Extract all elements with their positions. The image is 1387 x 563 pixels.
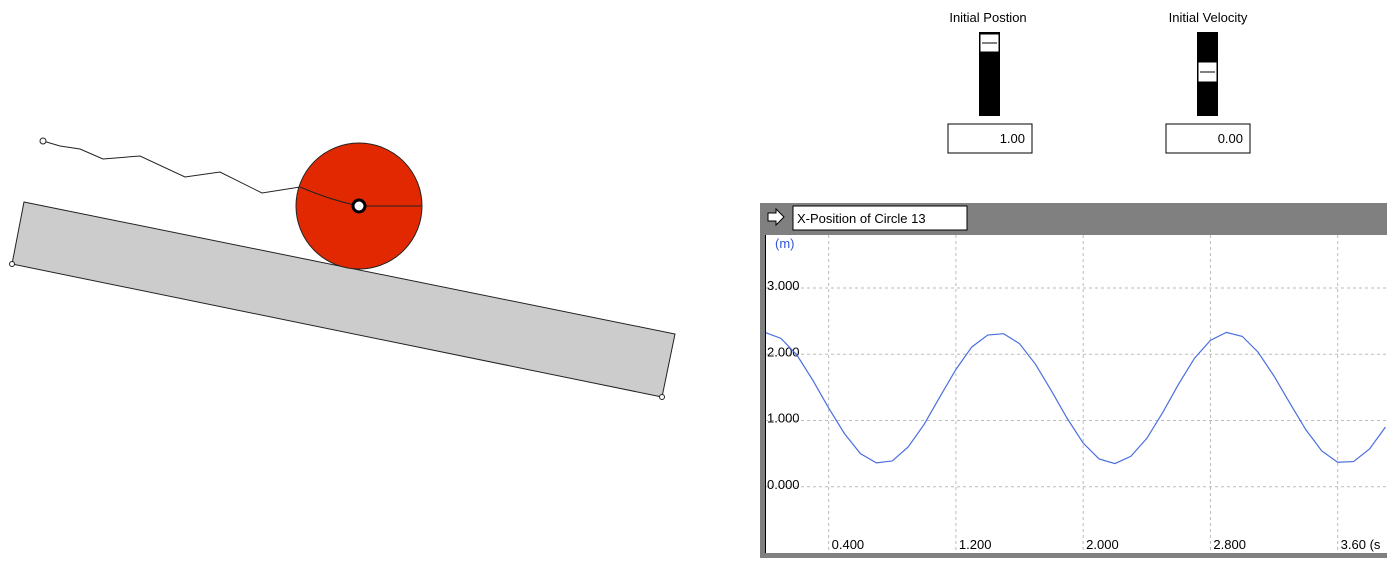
y-unit: (m) [775,236,795,251]
corner-point [10,262,15,267]
screen: Initial Postion 1.00 Initial Velocity 0.… [0,0,1387,558]
plot-area [765,235,1387,553]
plot-border [765,235,766,553]
control-value: 1.00 [1000,131,1025,146]
control-value: 0.00 [1218,131,1243,146]
trace-start [40,138,46,144]
corner-point [660,395,665,400]
y-tick-label: 2.000 [767,344,800,359]
x-tick-label: 3.60 (s [1341,537,1381,552]
x-tick-label: 2.800 [1213,537,1246,552]
control-label: Initial Velocity [1169,10,1248,25]
y-tick-label: 3.000 [767,278,800,293]
x-tick-label: 2.000 [1086,537,1119,552]
control-label: Initial Postion [949,10,1026,25]
page: Initial Postion 1.00 Initial Velocity 0.… [0,0,1387,558]
y-tick-label: 0.000 [767,477,800,492]
x-tick-label: 0.400 [832,537,865,552]
y-tick-label: 1.000 [767,411,800,426]
graph-title: X-Position of Circle 13 [797,211,926,226]
x-tick-label: 1.200 [959,537,992,552]
center-marker [353,200,365,212]
